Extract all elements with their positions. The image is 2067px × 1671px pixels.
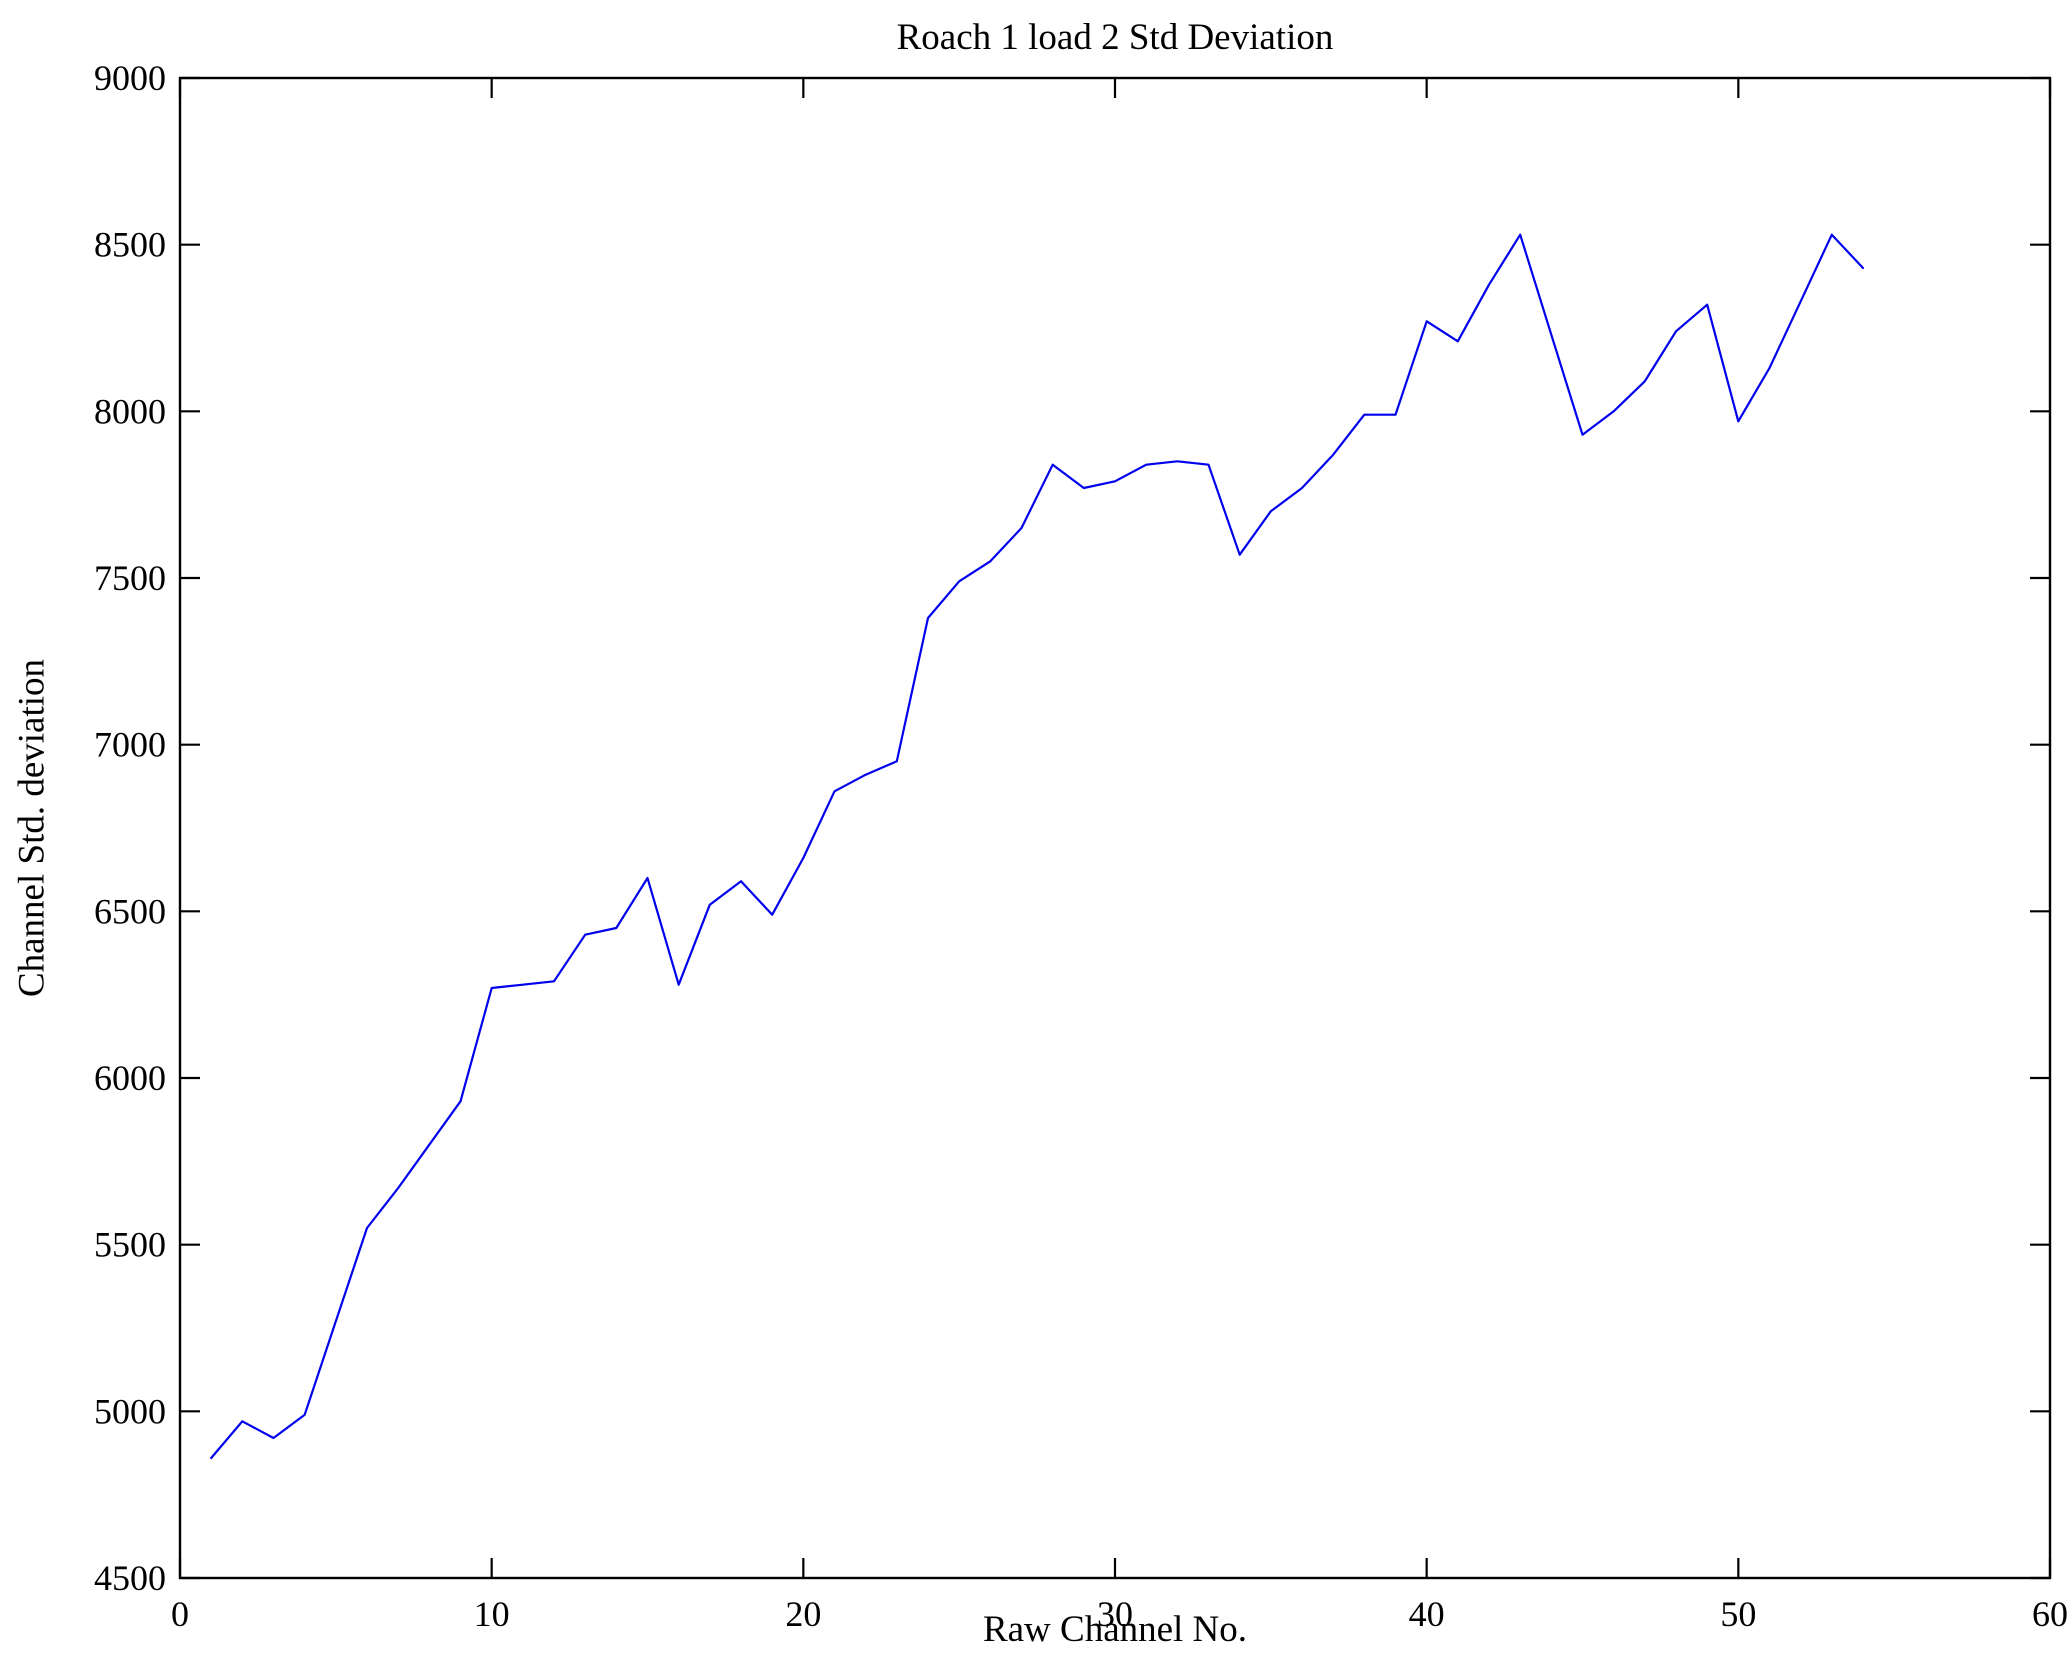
y-tick-label: 6000 <box>94 1058 166 1098</box>
y-tick-label: 5500 <box>94 1225 166 1265</box>
y-tick-label: 7500 <box>94 558 166 598</box>
chart-title: Roach 1 load 2 Std Deviation <box>896 17 1334 58</box>
x-tick-label: 30 <box>1097 1594 1133 1634</box>
x-tick-label: 60 <box>2032 1594 2067 1634</box>
y-tick-label: 7000 <box>94 725 166 765</box>
x-tick-label: 0 <box>171 1594 189 1634</box>
x-tick-label: 10 <box>474 1594 510 1634</box>
y-tick-label: 6500 <box>94 891 166 931</box>
y-tick-label: 5000 <box>94 1391 166 1431</box>
x-tick-label: 50 <box>1720 1594 1756 1634</box>
axes-box <box>178 76 2052 1580</box>
y-tick-label: 8000 <box>94 391 166 431</box>
x-tick-label: 40 <box>1409 1594 1445 1634</box>
x-tick-label: 20 <box>785 1594 821 1634</box>
data-line <box>210 233 1865 1460</box>
y-tick-label: 9000 <box>94 58 166 98</box>
x-axis-label: Raw Channel No. <box>982 1609 1248 1650</box>
y-tick-label: 8500 <box>94 225 166 265</box>
y-tick-label: 4500 <box>94 1558 166 1598</box>
